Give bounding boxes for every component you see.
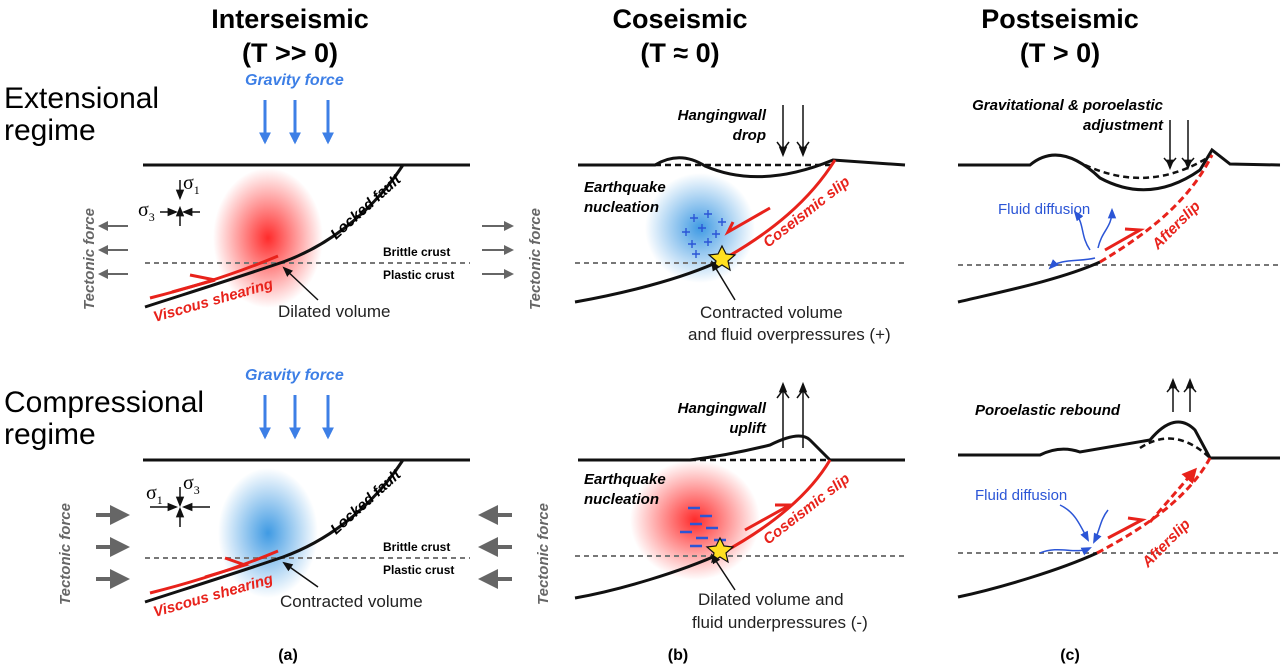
slip-label: Coseismic slip [760,173,853,251]
stress-label: σ3 [183,472,200,497]
motion-label: Hangingwall [678,107,767,124]
column-title: Postseismic [981,4,1139,34]
layer-label: Brittle crust [383,245,450,259]
panel-coseismic-extensional: Hangingwall drop Earthquake nucleation C… [575,105,905,344]
nucleation-label: Earthquake [584,471,666,488]
caption: (b) [668,647,688,664]
nucleation-label: Earthquake [584,179,666,196]
fault-label: Locked fault [327,466,405,538]
layer-label: Brittle crust [383,540,450,554]
gravity-label: Gravity force [245,367,344,384]
symbol: σ [183,472,194,494]
process-label: adjustment [1083,117,1164,134]
process-label: Poroelastic rebound [975,402,1121,419]
caption: (a) [278,647,298,664]
diffusion-label: Fluid diffusion [975,487,1067,504]
index: 1 [194,183,200,197]
index: 3 [149,210,155,224]
volume-label: and fluid overpressures (+) [688,325,891,344]
motion-label: Hangingwall [678,400,767,417]
tectonic-label: Tectonic force [81,208,98,310]
index: 1 [157,493,163,507]
column-subtitle: (T > 0) [1020,38,1100,68]
motion-label: drop [733,127,766,144]
volume-label: Dilated volume and [698,590,844,609]
stress-label: σ1 [146,482,163,507]
diffusion-label: Fluid diffusion [998,201,1090,218]
column-subtitle: (T ≈ 0) [640,38,719,68]
tectonic-label: Tectonic force [527,208,544,310]
tectonic-label: Tectonic force [535,503,552,605]
gravity-label: Gravity force [245,72,344,89]
volume-label: Dilated volume [278,302,390,321]
index: 3 [194,483,200,497]
nucleation-label: nucleation [584,491,659,508]
motion-label: uplift [729,420,767,437]
volume-label: Contracted volume [700,303,843,322]
symbol: σ [146,482,157,504]
panel-coseismic-compressional: Hangingwall uplift Earthquake nucleation… [575,384,905,632]
layer-label: Plastic crust [383,563,454,577]
column-title: Interseismic [211,4,369,34]
volume-label: Contracted volume [280,592,423,611]
layer-label: Plastic crust [383,268,454,282]
figure: Interseismic (T >> 0) Coseismic (T ≈ 0) … [0,0,1282,669]
process-label: Gravitational & poroelastic [972,97,1164,114]
slip-label: Coseismic slip [760,470,853,548]
stress-label: σ1 [183,172,200,197]
tectonic-label: Tectonic force [57,503,74,605]
row-label: regime [4,418,96,451]
stress-label: σ3 [138,199,155,224]
row-label: Extensional [4,82,159,115]
column-title: Coseismic [612,4,747,34]
caption: (c) [1060,647,1080,664]
symbol: σ [183,172,194,194]
nucleation-label: nucleation [584,199,659,216]
fault-label: Locked fault [327,171,405,243]
row-label: Compressional [4,386,204,419]
panel-postseismic-extensional: Gravitational & poroelastic adjustment F… [958,97,1280,302]
volume-label: fluid underpressures (-) [692,613,868,632]
column-subtitle: (T >> 0) [242,38,338,68]
panel-postseismic-compressional: Poroelastic rebound Fluid diffusion Afte… [958,380,1280,597]
row-label: regime [4,114,96,147]
symbol: σ [138,199,149,221]
